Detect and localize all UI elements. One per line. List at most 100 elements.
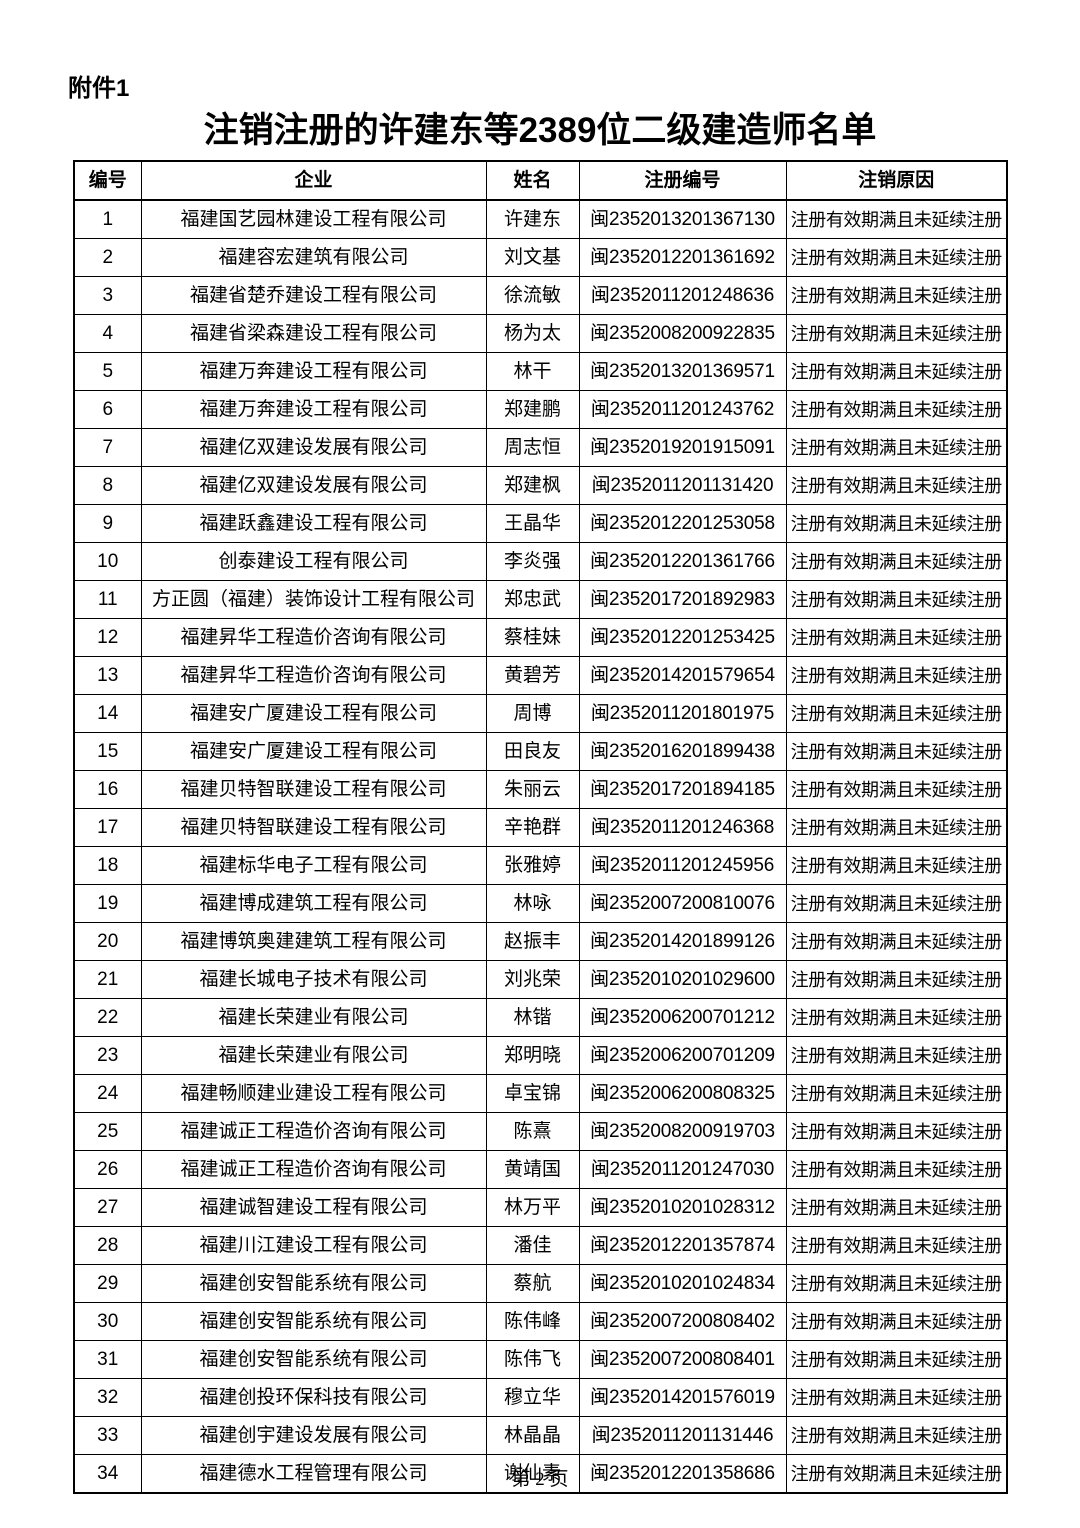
table-row: 9 福建跃鑫建设工程有限公司 王晶华 闽2352012201253058 注册有效期满且… <box>73 504 1008 543</box>
cell-reg-no: 闽2352012201358686 <box>578 1454 787 1494</box>
cell-reason: 注册有效期满且未延续注册 <box>785 542 1008 581</box>
cell-company: 福建容宏建筑有限公司 <box>140 238 487 277</box>
cell-company: 福建创宇建设发展有限公司 <box>140 1416 487 1455</box>
cell-company: 福建长荣建业有限公司 <box>140 998 487 1037</box>
table-row: 5 福建万奔建设工程有限公司 林干 闽2352013201369571 注册有效期满且未… <box>73 352 1008 391</box>
cell-name: 周博 <box>485 694 580 733</box>
cell-reason: 注册有效期满且未延续注册 <box>785 314 1008 353</box>
table-row: 22 福建长荣建业有限公司 林锴 闽2352006200701212 注册有效期满且未延… <box>73 998 1008 1037</box>
cell-no: 11 <box>73 580 142 619</box>
cell-no: 16 <box>73 770 142 809</box>
cell-no: 14 <box>73 694 142 733</box>
cell-reason: 注册有效期满且未延续注册 <box>785 352 1008 391</box>
cell-name: 辛艳群 <box>485 808 580 847</box>
table-header-row: 编号 企业 姓名 注册编号 注销原因 <box>73 160 1008 201</box>
cell-name: 郑建枫 <box>485 466 580 505</box>
cell-reg-no: 闽2352013201367130 <box>578 199 787 239</box>
cell-company: 福建昇华工程造价咨询有限公司 <box>140 656 487 695</box>
cell-reg-no: 闽2352007200808402 <box>578 1302 787 1341</box>
cell-company: 福建跃鑫建设工程有限公司 <box>140 504 487 543</box>
cell-company: 福建创安智能系统有限公司 <box>140 1340 487 1379</box>
table-row: 26 福建诚正工程造价咨询有限公司 黄靖国 闽2352011201247030 注册有效… <box>73 1150 1008 1189</box>
cell-no: 17 <box>73 808 142 847</box>
registrant-table: 编号 企业 姓名 注册编号 注销原因 1 福建国艺园林建设工程有限公司 许建东 闽23… <box>73 160 1008 1494</box>
cell-company: 福建贝特智联建设工程有限公司 <box>140 808 487 847</box>
cell-company: 福建诚正工程造价咨询有限公司 <box>140 1150 487 1189</box>
cell-company: 福建万奔建设工程有限公司 <box>140 352 487 391</box>
table-row: 30 福建创安智能系统有限公司 陈伟峰 闽2352007200808402 注册有效期满… <box>73 1302 1008 1341</box>
cell-reason: 注册有效期满且未延续注册 <box>785 1036 1008 1075</box>
cell-name: 杨为太 <box>485 314 580 353</box>
table-row: 34 福建德水工程管理有限公司 谢仙素 闽2352012201358686 注册有效期满… <box>73 1454 1008 1494</box>
cell-reason: 注册有效期满且未延续注册 <box>785 466 1008 505</box>
cell-name: 李炎强 <box>485 542 580 581</box>
cell-no: 34 <box>73 1454 142 1494</box>
column-header-no: 编号 <box>73 160 142 201</box>
cell-company: 福建长荣建业有限公司 <box>140 1036 487 1075</box>
cell-name: 黄靖国 <box>485 1150 580 1189</box>
cell-company: 福建博筑奥建建筑工程有限公司 <box>140 922 487 961</box>
cell-name: 郑明晓 <box>485 1036 580 1075</box>
cell-reason: 注册有效期满且未延续注册 <box>785 504 1008 543</box>
cell-reason: 注册有效期满且未延续注册 <box>785 1226 1008 1265</box>
cell-no: 24 <box>73 1074 142 1113</box>
cell-name: 朱丽云 <box>485 770 580 809</box>
table-row: 11 方正圆（福建）装饰设计工程有限公司 郑忠武 闽2352017201892983 注… <box>73 580 1008 619</box>
cell-name: 张雅婷 <box>485 846 580 885</box>
table-row: 3 福建省楚乔建设工程有限公司 徐流敏 闽2352011201248636 注册有效期满… <box>73 276 1008 315</box>
cell-company: 福建川江建设工程有限公司 <box>140 1226 487 1265</box>
cell-name: 赵振丰 <box>485 922 580 961</box>
cell-reason: 注册有效期满且未延续注册 <box>785 428 1008 467</box>
cell-reg-no: 闽2352008200919703 <box>578 1112 787 1151</box>
cell-company: 福建标华电子工程有限公司 <box>140 846 487 885</box>
table-row: 6 福建万奔建设工程有限公司 郑建鹏 闽2352011201243762 注册有效期满且… <box>73 390 1008 429</box>
cell-no: 9 <box>73 504 142 543</box>
cell-no: 10 <box>73 542 142 581</box>
cell-reg-no: 闽2352014201579654 <box>578 656 787 695</box>
table-row: 28 福建川江建设工程有限公司 潘佳 闽2352012201357874 注册有效期满且… <box>73 1226 1008 1265</box>
table-row: 33 福建创宇建设发展有限公司 林晶晶 闽2352011201131446 注册有效期满… <box>73 1416 1008 1455</box>
cell-reg-no: 闽2352012201253425 <box>578 618 787 657</box>
cell-company: 福建国艺园林建设工程有限公司 <box>140 199 487 239</box>
cell-name: 林锴 <box>485 998 580 1037</box>
table-row: 31 福建创安智能系统有限公司 陈伟飞 闽2352007200808401 注册有效期满… <box>73 1340 1008 1379</box>
cell-reg-no: 闽2352010201029600 <box>578 960 787 999</box>
cell-company: 福建德水工程管理有限公司 <box>140 1454 487 1494</box>
column-header-company: 企业 <box>140 160 487 201</box>
cell-reg-no: 闽2352012201357874 <box>578 1226 787 1265</box>
cell-reason: 注册有效期满且未延续注册 <box>785 656 1008 695</box>
cell-no: 2 <box>73 238 142 277</box>
cell-reg-no: 闽2352011201131420 <box>578 466 787 505</box>
cell-name: 蔡航 <box>485 1264 580 1303</box>
cell-name: 许建东 <box>485 199 580 239</box>
table-row: 16 福建贝特智联建设工程有限公司 朱丽云 闽2352017201894185 注册有效… <box>73 770 1008 809</box>
cell-reason: 注册有效期满且未延续注册 <box>785 390 1008 429</box>
cell-company: 福建昇华工程造价咨询有限公司 <box>140 618 487 657</box>
cell-no: 27 <box>73 1188 142 1227</box>
cell-company: 福建省楚乔建设工程有限公司 <box>140 276 487 315</box>
cell-name: 刘文基 <box>485 238 580 277</box>
cell-company: 福建创安智能系统有限公司 <box>140 1302 487 1341</box>
registrant-table-container: 编号 企业 姓名 注册编号 注销原因 1 福建国艺园林建设工程有限公司 许建东 闽23… <box>73 160 1008 1494</box>
cell-company: 福建博成建筑工程有限公司 <box>140 884 487 923</box>
table-body: 1 福建国艺园林建设工程有限公司 许建东 闽2352013201367130 注册有效期… <box>73 199 1008 1494</box>
cell-company: 福建创安智能系统有限公司 <box>140 1264 487 1303</box>
cell-reason: 注册有效期满且未延续注册 <box>785 694 1008 733</box>
cell-no: 31 <box>73 1340 142 1379</box>
cell-reason: 注册有效期满且未延续注册 <box>785 770 1008 809</box>
column-header-name: 姓名 <box>485 160 580 201</box>
cell-no: 1 <box>73 199 142 239</box>
cell-company: 福建安广厦建设工程有限公司 <box>140 694 487 733</box>
cell-reason: 注册有效期满且未延续注册 <box>785 1188 1008 1227</box>
cell-name: 徐流敏 <box>485 276 580 315</box>
cell-reason: 注册有效期满且未延续注册 <box>785 199 1008 239</box>
cell-reg-no: 闽2352017201892983 <box>578 580 787 619</box>
cell-reg-no: 闽2352011201245956 <box>578 846 787 885</box>
table-row: 32 福建创投环保科技有限公司 穆立华 闽2352014201576019 注册有效期满… <box>73 1378 1008 1417</box>
attachment-label: 附件1 <box>68 75 130 102</box>
cell-reason: 注册有效期满且未延续注册 <box>785 580 1008 619</box>
table-row: 25 福建诚正工程造价咨询有限公司 陈熹 闽2352008200919703 注册有效期… <box>73 1112 1008 1151</box>
cell-no: 26 <box>73 1150 142 1189</box>
cell-reason: 注册有效期满且未延续注册 <box>785 1074 1008 1113</box>
table-row: 15 福建安广厦建设工程有限公司 田良友 闽2352016201899438 注册有效期… <box>73 732 1008 771</box>
